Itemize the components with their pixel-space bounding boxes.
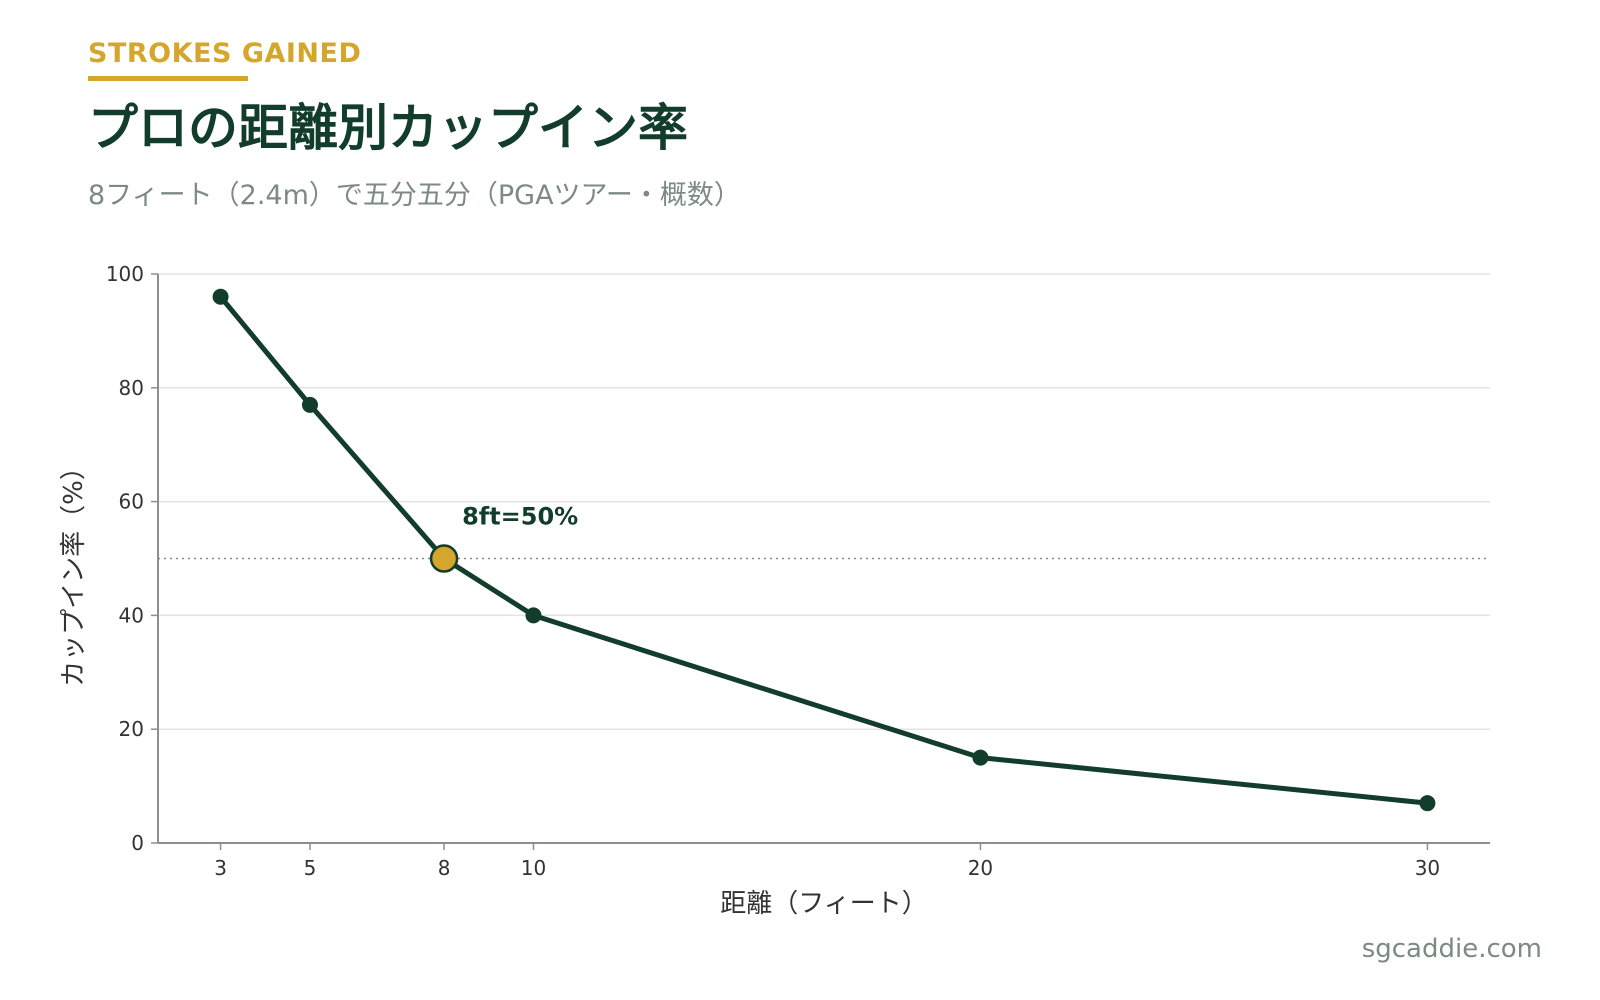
x-tick-label-5: 5 [304,856,317,880]
x-tick-label-20: 20 [968,856,993,880]
x-tick-label-3: 3 [214,856,227,880]
y-tick-label-20: 20 [119,717,144,741]
data-point-30 [1419,795,1436,812]
eyebrow-underline [88,76,248,81]
x-axis-title: 距離（フィート） [720,889,927,919]
eyebrow-label: STROKES GAINED [88,38,362,69]
chart-subtitle: 8フィート（2.4m）で五分五分（PGAツアー・概数） [88,180,741,211]
chart-title: プロの距離別カップイン率 [88,99,688,157]
x-tick-label-8: 8 [438,856,451,880]
data-point-5 [301,396,318,413]
data-point-10 [525,607,542,624]
y-tick-label-40: 40 [119,603,144,627]
x-tick-label-10: 10 [521,856,546,880]
y-tick-label-100: 100 [106,262,144,286]
annotation-label: 8ft=50% [462,503,578,531]
y-tick-label-60: 60 [119,490,144,514]
x-tick-label-30: 30 [1415,856,1440,880]
site-credit: sgcaddie.com [1361,934,1542,964]
data-point-20 [972,749,989,766]
y-tick-label-0: 0 [131,831,144,855]
data-point-3 [212,288,229,305]
y-axis-title: カップイン率（%） [59,454,89,687]
highlight-point-8 [429,544,459,573]
y-tick-label-80: 80 [119,376,144,400]
series-line [218,294,1430,806]
